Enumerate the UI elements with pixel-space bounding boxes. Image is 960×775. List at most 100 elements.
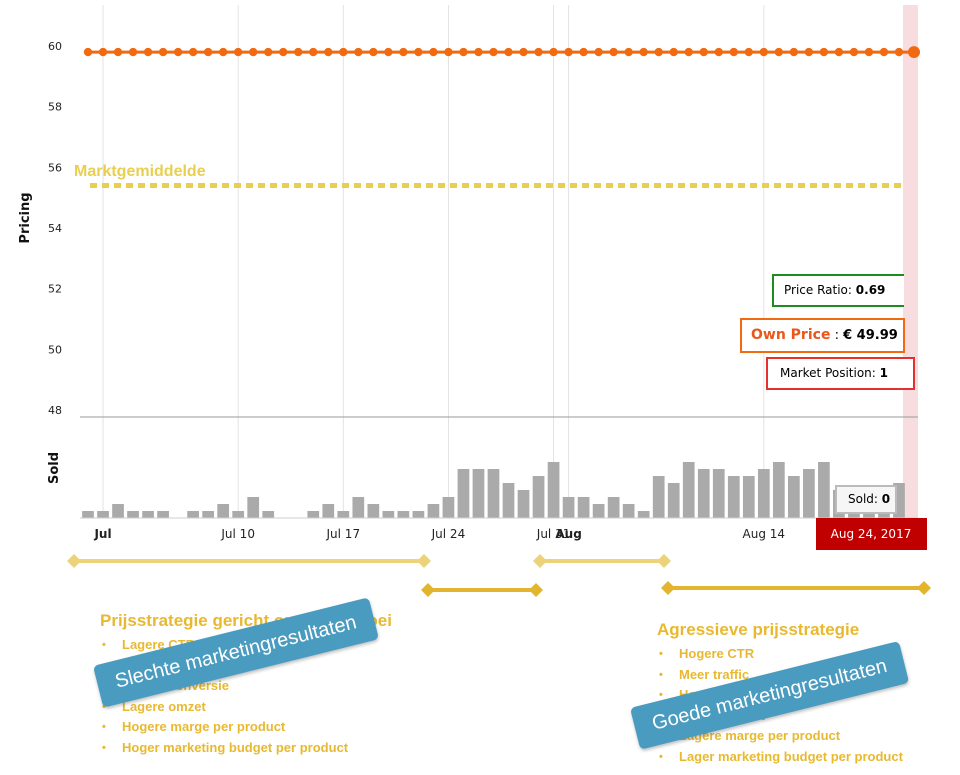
sold-bar	[352, 497, 365, 518]
sold-bar	[772, 462, 785, 518]
sold-bar	[382, 511, 395, 518]
y-axis-ticks: 48 50 52 54 56 58 60	[48, 40, 62, 417]
own-price-point	[908, 46, 920, 59]
sold-bar	[187, 511, 199, 518]
own-price-point	[564, 47, 573, 57]
own-price-point	[188, 47, 198, 57]
sold-bar	[427, 504, 440, 518]
own-price-point	[519, 47, 528, 57]
own-price-point	[143, 47, 153, 57]
own-price-point	[354, 47, 363, 57]
own-price-point	[789, 47, 799, 57]
own-price-point	[264, 47, 273, 57]
own-price-point	[834, 47, 844, 57]
period-arrow-head	[533, 554, 547, 568]
x-tick-label: Jul 17	[326, 527, 361, 541]
sold-bar	[818, 462, 830, 518]
sold-value: 0	[881, 492, 891, 506]
period-arrows	[67, 554, 931, 597]
market-position-value: 1	[879, 366, 889, 380]
own-price-point	[759, 47, 769, 57]
own-price-point	[429, 47, 438, 57]
own-price-point	[879, 47, 889, 57]
x-tick-label: Jul 31	[536, 527, 571, 541]
date-highlight-label: Aug 24, 2017	[831, 527, 912, 541]
price-ratio-tooltip: Price Ratio: 0.69	[772, 274, 904, 307]
own-price-point	[474, 47, 483, 57]
own-price-point	[534, 47, 543, 57]
own-price-point	[819, 47, 829, 57]
y-tick-label: 58	[48, 101, 62, 114]
sold-bar	[592, 504, 605, 518]
sold-bar	[637, 511, 650, 518]
own-price-point	[894, 47, 904, 57]
sold-bar	[337, 511, 350, 518]
y-tick-label: 60	[48, 40, 62, 53]
sold-tooltip: Sold: 0	[835, 485, 897, 514]
price-ratio-label: Price Ratio:	[784, 283, 852, 297]
y-tick-label: 50	[48, 343, 62, 356]
period-arrow-head	[421, 583, 435, 597]
sold-bar	[262, 511, 275, 518]
sold-bar	[893, 483, 905, 518]
own-price-tooltip: Own Price : € 49.99	[740, 318, 905, 353]
period-arrow-head	[67, 554, 81, 568]
own-price-point	[609, 47, 618, 57]
y-tick-label: 54	[48, 222, 62, 235]
x-tick-label: Jul	[93, 527, 111, 541]
own-price-point	[774, 47, 784, 57]
sold-bar	[517, 490, 530, 518]
list-item: Hogere CTR	[657, 644, 903, 665]
sold-bar	[532, 476, 545, 518]
sold-bars	[82, 462, 905, 518]
sold-bar	[457, 469, 470, 518]
vertical-gridlines	[102, 5, 765, 518]
list-item: Hoger marketing budget per product	[100, 738, 392, 759]
own-price-point	[384, 47, 393, 57]
own-price-point	[489, 47, 498, 57]
own-price-point	[98, 47, 108, 57]
sold-bar	[562, 497, 575, 518]
period-arrow-head	[529, 583, 543, 597]
sold-bar	[127, 511, 139, 518]
own-price-point	[233, 47, 243, 57]
own-price-point	[804, 47, 814, 57]
own-price-point	[594, 47, 603, 57]
sold-bar	[322, 504, 335, 518]
market-position-label: Market Position:	[780, 366, 876, 380]
own-price-point	[864, 47, 874, 57]
x-tick-label: Jul 10	[220, 527, 255, 541]
sold-bar	[112, 504, 124, 518]
own-price-point	[714, 47, 723, 57]
own-price-point	[624, 47, 633, 57]
sold-bar	[217, 504, 230, 518]
list-item: Lager marketing budget per product	[657, 747, 903, 768]
own-price-point	[324, 47, 333, 57]
current-day-highlight	[903, 5, 918, 520]
date-highlight-box	[816, 518, 927, 550]
list-item: Hogere marge per product	[100, 717, 392, 738]
own-price-point	[128, 47, 138, 57]
x-tick-label: Jul 24	[431, 527, 466, 541]
own-price-point	[654, 47, 663, 57]
sold-bar	[712, 469, 725, 518]
sold-bar	[97, 511, 109, 518]
sold-axis-title: Sold	[47, 452, 62, 484]
own-price-value: € 49.99	[843, 328, 898, 343]
own-price-point	[504, 47, 513, 57]
sold-bar	[667, 483, 680, 518]
own-price-point	[729, 47, 738, 57]
price-ratio-value: 0.69	[855, 283, 886, 297]
sold-bar	[157, 511, 169, 518]
own-price-point	[699, 47, 708, 57]
sold-label: Sold:	[848, 492, 878, 506]
x-tick-label: Aug 14	[743, 527, 786, 541]
own-price-point	[83, 47, 93, 57]
sold-bar	[547, 462, 560, 518]
own-price-point	[173, 47, 183, 57]
own-price-point	[369, 47, 378, 57]
own-price-point	[669, 47, 678, 57]
sold-bar	[472, 469, 485, 518]
